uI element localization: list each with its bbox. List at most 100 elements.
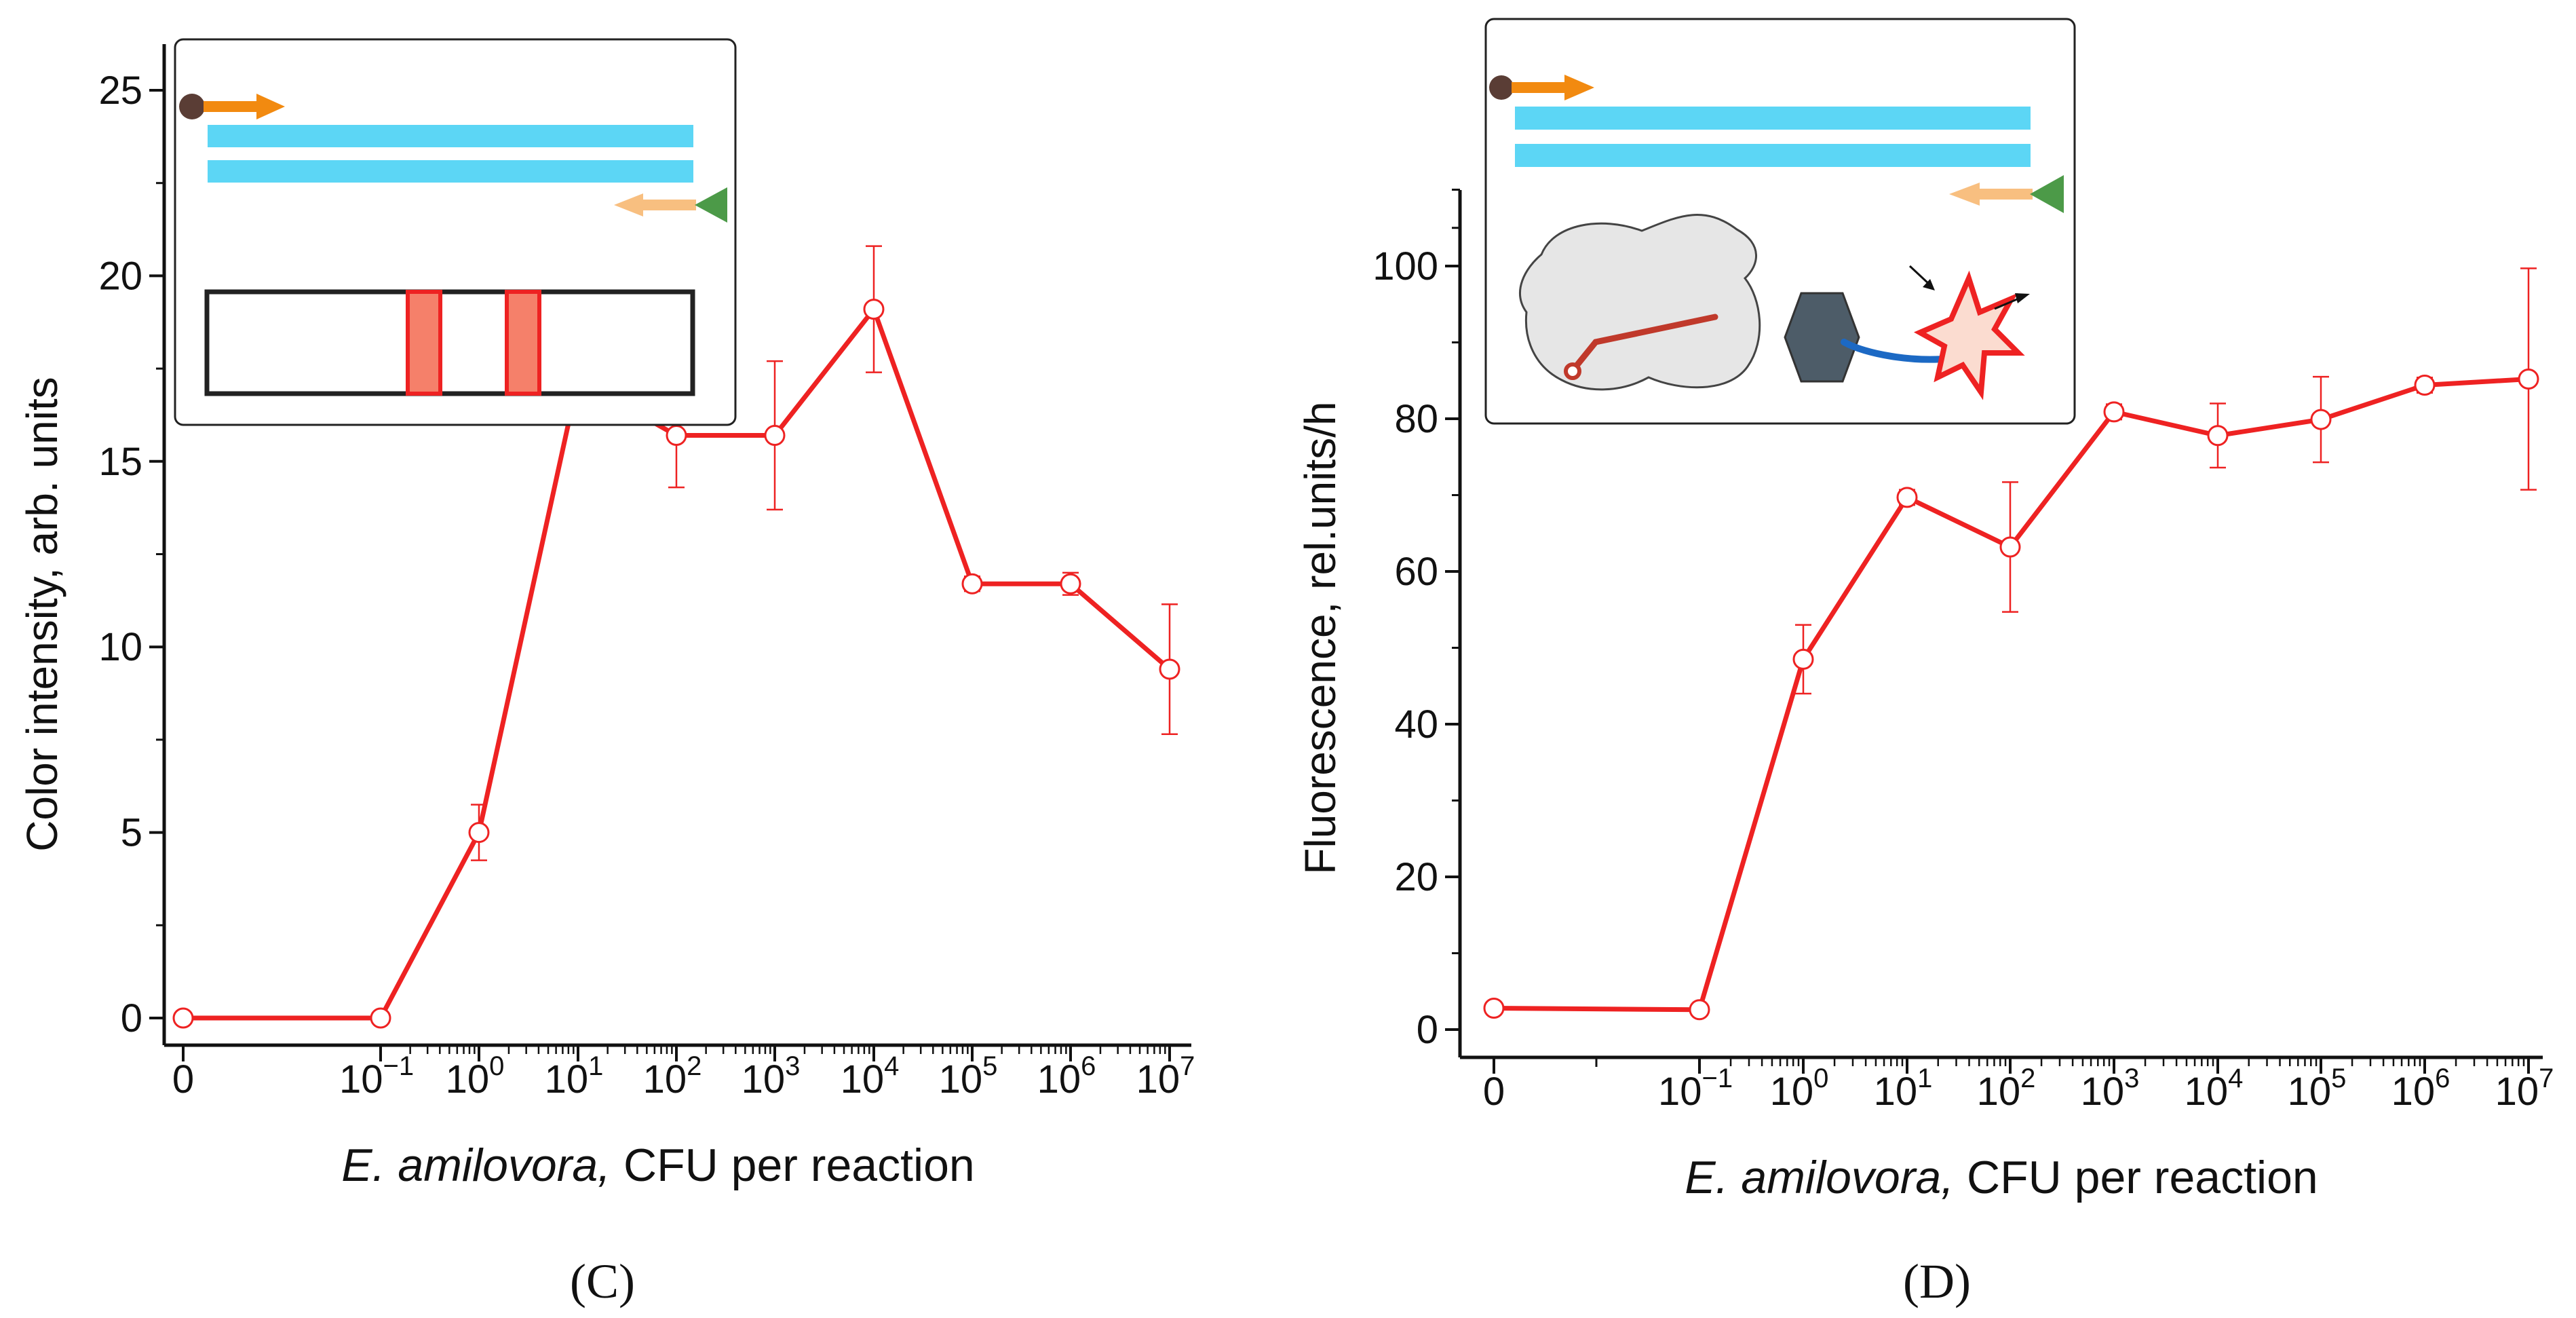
data-point: [2414, 375, 2436, 396]
test-line-band: [406, 290, 442, 396]
dna-strand-top: [1515, 107, 2031, 130]
y-tick-label: 20: [98, 254, 142, 298]
control-line-band: [505, 290, 541, 396]
x-tick-label: 102: [643, 1051, 702, 1102]
y-tick-label: 80: [1394, 397, 1438, 441]
panel-d-x-axis-label-rest: CFU per reaction: [1967, 1152, 2318, 1203]
x-tick-label: 100: [1770, 1063, 1829, 1114]
bead-icon: [1489, 75, 1514, 100]
x-tick-base: 10: [1770, 1070, 1814, 1114]
x-tick-label: 103: [2081, 1063, 2140, 1114]
data-point: [1896, 487, 1918, 508]
y-tick-label: 40: [1394, 702, 1438, 747]
primer-forward-bar: [1512, 82, 1566, 93]
y-tick-label: 20: [1394, 855, 1438, 899]
x-tick-exponent: 3: [2124, 1063, 2139, 1093]
probe-strand-blue: [1841, 339, 1955, 363]
x-tick-exponent: 0: [489, 1051, 504, 1081]
x-tick-exponent: 4: [884, 1051, 899, 1081]
data-point: [2310, 409, 2332, 430]
emission-arrow-in-icon: [1923, 279, 1935, 290]
x-tick-label: 104: [841, 1051, 900, 1102]
panel-c-y-axis-label: Color intensity, arb. units: [18, 377, 66, 852]
x-tick-base: 10: [2391, 1070, 2436, 1114]
panel-c-inset: [174, 38, 737, 426]
x-tick-exponent: 0: [1813, 1063, 1828, 1093]
x-tick-exponent: 1: [1917, 1063, 1932, 1093]
panel-c-x-axis-label: E. amilovora, CFU per reaction: [341, 1140, 974, 1191]
y-tick-label: 0: [121, 996, 142, 1040]
panel-c-x-axis-label-rest: CFU per reaction: [623, 1140, 975, 1191]
x-tick-exponent: 1: [588, 1051, 603, 1081]
x-tick-label: 0: [1483, 1070, 1505, 1114]
fluorophore-star-icon: [1913, 270, 2025, 400]
panel-d-series: [1483, 267, 2539, 1021]
y-tick-label: 0: [1417, 1008, 1438, 1052]
emission-arrow-out-icon: [2015, 293, 2030, 303]
primer-reverse-arrow-icon: [614, 193, 643, 216]
x-tick-exponent: 6: [2435, 1063, 2450, 1093]
x-tick-base: 10: [2185, 1070, 2229, 1114]
x-tick-label: 100: [446, 1051, 505, 1102]
primer-reverse-arrow-icon: [1949, 183, 1980, 206]
x-tick-exponent: 5: [2331, 1063, 2346, 1093]
y-tick-label: 25: [98, 69, 142, 113]
x-tick-label: 104: [2185, 1063, 2244, 1114]
x-tick-label: 106: [1037, 1051, 1096, 1102]
panel-c-x-axis-label-italic: E. amilovora,: [341, 1140, 611, 1191]
x-tick-base: 10: [1874, 1070, 1918, 1114]
x-tick-exponent: 4: [2228, 1063, 2243, 1093]
x-tick-label: 107: [2495, 1063, 2554, 1114]
x-tick-exponent: 5: [982, 1051, 997, 1081]
data-point: [1999, 536, 2021, 558]
x-tick-label: 105: [939, 1051, 998, 1102]
data-point: [764, 425, 786, 447]
data-point: [2103, 401, 2125, 423]
panel-d-label: (D): [1903, 1254, 1971, 1308]
x-tick-base: 10: [643, 1057, 687, 1102]
dna-strand-bottom: [208, 160, 693, 183]
x-tick-base: 10: [339, 1057, 383, 1102]
data-point: [1689, 999, 1710, 1021]
x-tick-base: 10: [545, 1057, 589, 1102]
data-point: [2207, 425, 2229, 447]
x-tick-base: 0: [172, 1057, 194, 1102]
x-tick-label: 102: [1977, 1063, 2036, 1114]
label-triangle-icon: [2030, 175, 2064, 213]
data-point: [666, 425, 687, 447]
data-point: [172, 1007, 194, 1029]
x-tick-base: 10: [2495, 1070, 2539, 1114]
data-point: [468, 822, 490, 844]
data-point: [370, 1007, 391, 1029]
label-triangle-icon: [695, 187, 727, 223]
panel-d-y-axis-label: Fluorescence, rel.units/h: [1296, 401, 1345, 874]
emission-arrow-in-line: [1908, 265, 1931, 286]
data-point: [961, 573, 983, 595]
primer-forward-bar: [204, 101, 258, 112]
primer-reverse-bar: [642, 200, 696, 210]
x-tick-base: 10: [742, 1057, 786, 1102]
x-tick-base: 10: [1136, 1057, 1180, 1102]
x-tick-exponent: 2: [687, 1051, 701, 1081]
panel-c-label: (C): [570, 1254, 635, 1308]
x-tick-exponent: 7: [2539, 1063, 2554, 1093]
bead-icon: [179, 94, 205, 119]
x-tick-label: 101: [545, 1051, 604, 1102]
primer-forward-arrow-icon: [1564, 75, 1594, 100]
x-tick-exponent: 2: [2020, 1063, 2035, 1093]
panel-d-inset: [1484, 18, 2076, 425]
data-point: [1792, 648, 1814, 670]
data-point: [863, 299, 885, 320]
x-tick-label: 101: [1874, 1063, 1933, 1114]
x-tick-label: 0: [172, 1057, 194, 1102]
x-tick-exponent: 3: [785, 1051, 800, 1081]
probe-strand-red: [1569, 314, 1718, 374]
panel-d-x-axis-label: E. amilovora, CFU per reaction: [1685, 1152, 2318, 1203]
dna-strand-top: [208, 125, 693, 147]
x-tick-base: 10: [446, 1057, 490, 1102]
series-line: [1493, 377, 2529, 1013]
panel-d-x-ticks: 0 10−1 100 101 102 103 104 105 106 107: [1483, 1057, 2554, 1114]
x-tick-label: 105: [2288, 1063, 2347, 1114]
x-tick-base: 10: [2081, 1070, 2125, 1114]
enzyme-blob-icon: [1519, 214, 1761, 391]
